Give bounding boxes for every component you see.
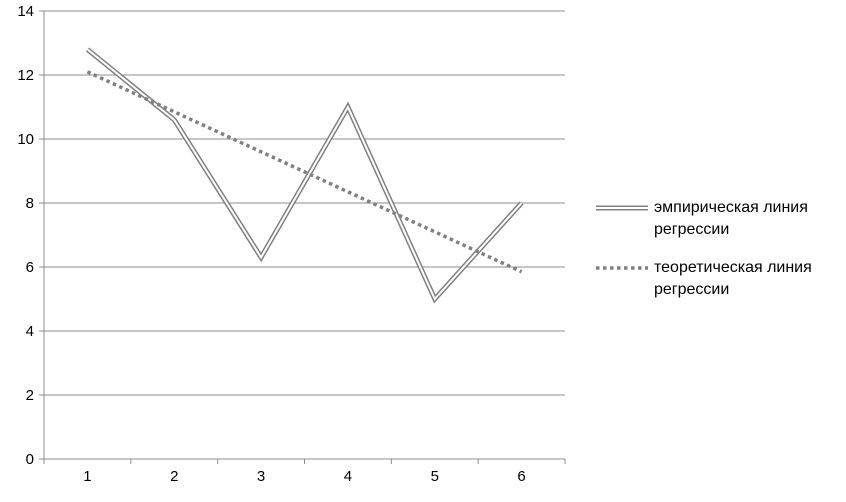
y-tick-label-10: 10 — [17, 131, 34, 148]
series-empirical-line-inner — [86, 48, 523, 301]
x-tick-labels: 1 2 3 4 5 6 — [83, 468, 526, 485]
legend-swatch-dotted-line — [594, 257, 650, 277]
series-theoretical-line — [86, 70, 523, 274]
grid-lines — [44, 10, 565, 396]
legend: эмпирическая линия регрессии теоретическ… — [594, 197, 844, 317]
legend-swatch-double-line — [594, 197, 650, 217]
x-tick-label-5: 5 — [431, 468, 439, 485]
axes — [39, 10, 566, 464]
legend-item-empirical: эмпирическая линия регрессии — [594, 197, 844, 241]
y-tick-label-4: 4 — [26, 323, 34, 340]
series-lines — [85, 47, 524, 304]
y-tick-label-2: 2 — [26, 387, 34, 404]
x-tick-label-4: 4 — [344, 468, 352, 485]
y-tick-label-6: 6 — [26, 259, 34, 276]
y-tick-label-12: 12 — [17, 67, 34, 84]
legend-item-theoretical: теоретическая линия регрессии — [594, 257, 844, 301]
legend-label-theoretical: теоретическая линия регрессии — [654, 259, 812, 298]
y-tick-labels: 0 2 4 6 8 10 12 14 — [17, 3, 34, 468]
series-empirical-line-outer — [85, 47, 524, 304]
x-tick-label-1: 1 — [83, 468, 91, 485]
x-tick-label-3: 3 — [257, 468, 265, 485]
x-tick-label-6: 6 — [517, 468, 525, 485]
y-tick-label-14: 14 — [17, 3, 34, 20]
y-tick-label-0: 0 — [26, 451, 34, 468]
x-tick-label-2: 2 — [170, 468, 178, 485]
legend-label-empirical: эмпирическая линия регрессии — [654, 199, 808, 238]
y-tick-label-8: 8 — [26, 195, 34, 212]
